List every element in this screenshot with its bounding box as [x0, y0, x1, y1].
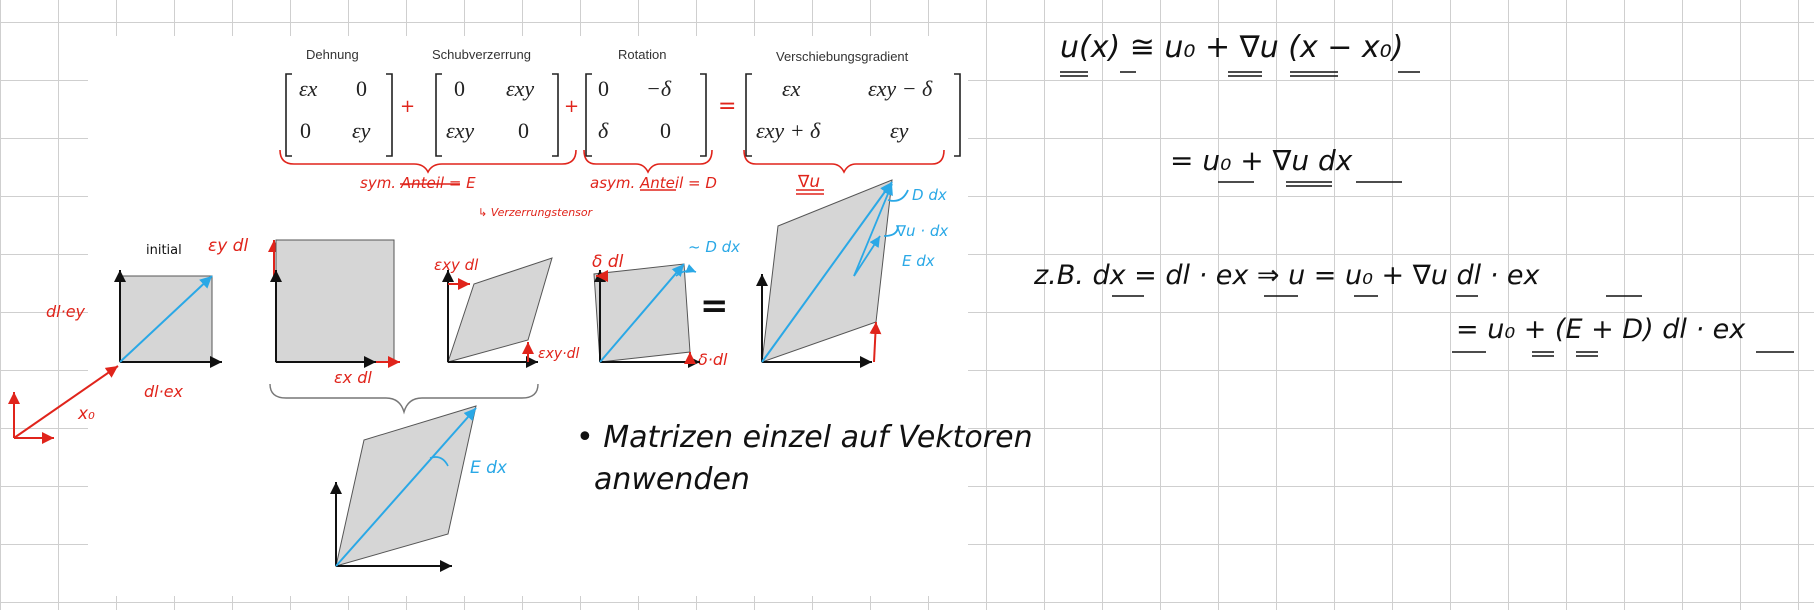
rotation-matrix-a11: 0 [598, 76, 609, 101]
note-line-1: • Matrizen einzel auf Vektoren [576, 420, 1033, 455]
shear-matrix-a11: 0 [454, 76, 465, 101]
label-grad-u-dx: ∇u · dx [896, 222, 949, 240]
shear-matrix-a12: εxy [506, 76, 535, 101]
equation-4: = u₀ + (E + D) dl · ex [1456, 314, 1746, 345]
equation-2: = u₀ + ∇u dx [1170, 144, 1353, 177]
equation-3: z.B. dx = dl · ex ⇒ u = u₀ + ∇u dl · ex [1034, 260, 1540, 291]
equation-1: u(x) ≅ u₀ + ∇u (x − x₀) [1060, 30, 1404, 65]
gradient-matrix-a22: εy [890, 118, 909, 143]
gradient-matrix-a12: εxy − δ [868, 76, 933, 101]
label-eps-xy-dl-side: εxy·dl [538, 346, 580, 362]
header-verschiebungsgradient: Verschiebungsgradient [776, 49, 909, 64]
gradient-matrix-a11: εx [782, 76, 801, 101]
label-delta-dl-side: δ·dl [698, 350, 728, 369]
operator-plus-2: + [564, 96, 580, 117]
label-eps-xy-dl-top: εxy dl [434, 256, 479, 274]
header-schubverzerrung: Schubverzerrung [432, 47, 531, 62]
label-E-dx-right: E dx [902, 252, 935, 270]
label-delta-dl-top: δ dl [592, 252, 624, 272]
label-equals-sign: = [700, 286, 729, 326]
rotation-matrix-a12: −δ [646, 76, 672, 101]
operator-plus-1: + [400, 96, 416, 117]
header-dehnung: Dehnung [306, 47, 359, 62]
shear-matrix-a22: 0 [518, 118, 529, 143]
strain-matrix-a22: εy [352, 118, 371, 143]
note-asym-part: asym. Anteil = D [590, 174, 717, 192]
note-line-2: anwenden [594, 462, 750, 497]
operator-equals: = [718, 94, 737, 119]
note-strain-tensor: ↳ Verzerrungstensor [478, 206, 593, 219]
label-eps-x-dl: εx dl [334, 368, 372, 387]
label-dl-ex: dl·ex [144, 382, 183, 401]
shear-matrix-a21: εxy [446, 118, 475, 143]
note-sym-part: sym. Anteil = E [360, 174, 476, 192]
label-initial: initial [146, 243, 182, 258]
label-D-dx: D dx [912, 186, 947, 204]
rotation-matrix-a21: δ [598, 118, 609, 143]
rotation-matrix-a22: 0 [660, 118, 671, 143]
label-d-dx-approx: ~ D dx [688, 238, 741, 256]
note-grad-u: ∇u [798, 172, 821, 192]
strain-matrix-a11: εx [299, 76, 318, 101]
label-eps-y-dl: εy dl [208, 236, 249, 256]
label-x0: x₀ [78, 404, 95, 424]
gradient-matrix-a21: εxy + δ [756, 118, 821, 143]
strain-matrix-a12: 0 [356, 76, 367, 101]
header-rotation: Rotation [618, 47, 667, 62]
strain-matrix-a21: 0 [300, 118, 311, 143]
label-E-dx-bottom: E dx [470, 458, 507, 478]
label-dl-ey: dl·ey [46, 302, 85, 321]
